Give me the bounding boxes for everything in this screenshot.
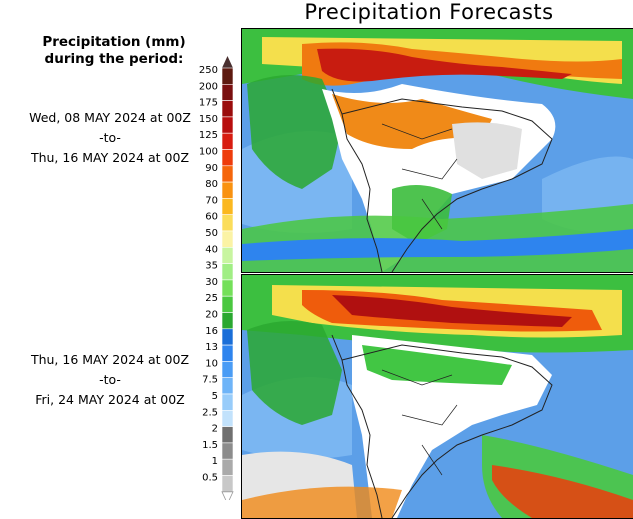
scale-label: 60	[205, 212, 218, 223]
legend-heading: Precipitation (mm) during the period:	[28, 34, 200, 68]
period-2-end: Fri, 24 MAY 2024 at 00Z	[35, 392, 185, 407]
period-1-end: Thu, 16 MAY 2024 at 00Z	[30, 150, 190, 165]
scale-swatch	[221, 442, 234, 460]
period-2-label: Thu, 16 MAY 2024 at 00Z -to- Fri, 24 MAY…	[0, 350, 220, 410]
scale-swatch	[221, 279, 234, 297]
scale-label: 250	[199, 65, 218, 76]
period-1-start: Wed, 08 MAY 2024 at 00Z	[29, 110, 191, 125]
scale-label: 13	[205, 342, 218, 353]
page-title: Precipitation Forecasts	[304, 0, 554, 24]
scale-swatch	[221, 361, 234, 378]
scale-swatch	[221, 100, 234, 118]
period-1-separator: -to-	[99, 130, 121, 145]
scale-swatch	[221, 475, 234, 493]
scale-swatch	[221, 83, 234, 101]
scale-swatch	[221, 116, 234, 134]
scale-label: 16	[205, 326, 218, 337]
period-1-label: Wed, 08 MAY 2024 at 00Z -to- Thu, 16 MAY…	[0, 108, 220, 168]
period-2-start: Thu, 16 MAY 2024 at 00Z	[30, 352, 190, 367]
scale-label: 20	[205, 310, 218, 321]
scale-label: 35	[205, 261, 218, 272]
scale-label: 125	[199, 130, 218, 141]
scale-label: 80	[205, 179, 218, 190]
scale-label: 1.5	[202, 440, 218, 451]
scale-label: 70	[205, 195, 218, 206]
scale-label: 1	[212, 456, 218, 467]
scale-label: 175	[199, 98, 218, 109]
scale-label: 10	[205, 358, 218, 369]
scale-swatch	[221, 312, 234, 330]
scale-label: 0.5	[202, 473, 218, 484]
legend-heading-line1: Precipitation (mm)	[42, 34, 186, 50]
scale-label: 30	[205, 277, 218, 288]
scale-swatch	[221, 393, 234, 411]
scale-label: 200	[199, 81, 218, 92]
scale-top-cap	[222, 56, 233, 68]
scale-swatch	[221, 328, 234, 346]
scale-label: 50	[205, 228, 218, 239]
scale-swatch	[221, 426, 234, 444]
scale-label: 2	[212, 424, 218, 435]
color-scale-bar: 2502001751501251009080706050403530252016…	[199, 56, 234, 500]
scale-swatch	[221, 181, 234, 199]
scale-swatch	[221, 247, 234, 264]
scale-swatch	[221, 458, 234, 476]
scale-label: 40	[205, 244, 218, 255]
scale-swatch	[221, 409, 234, 427]
scale-label: 90	[205, 163, 218, 174]
scale-label: 7.5	[202, 375, 218, 386]
scale-swatch	[221, 67, 234, 85]
scale-label: 25	[205, 293, 218, 304]
period-2-separator: -to-	[99, 372, 121, 387]
scale-swatch	[221, 132, 234, 150]
scale-swatch	[221, 263, 234, 281]
scale-label: 150	[199, 114, 218, 125]
scale-swatch	[221, 295, 234, 313]
forecast-map-week-1	[241, 28, 633, 273]
scale-swatch	[221, 377, 234, 395]
scale-label: 100	[199, 147, 218, 158]
scale-swatch	[221, 149, 234, 167]
scale-swatch	[221, 214, 234, 232]
scale-bottom-cap	[221, 491, 234, 500]
scale-swatch	[221, 344, 234, 362]
legend-heading-line2: during the period:	[44, 51, 184, 67]
scale-swatch	[221, 230, 234, 248]
scale-swatch	[221, 165, 234, 183]
scale-label: 2.5	[202, 407, 218, 418]
scale-swatch	[221, 198, 234, 215]
scale-label: 5	[212, 391, 218, 402]
forecast-map-week-2	[241, 274, 633, 519]
